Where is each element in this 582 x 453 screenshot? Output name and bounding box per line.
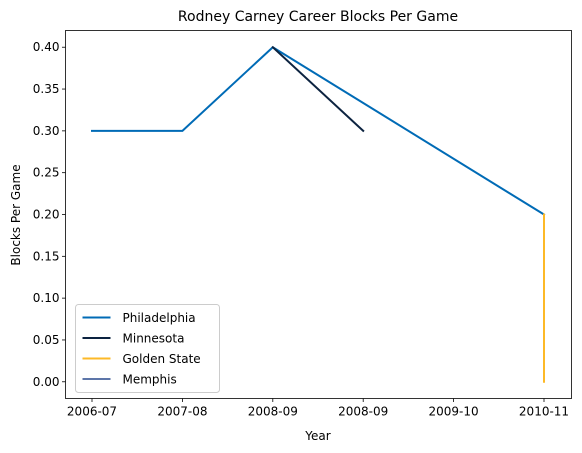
legend-label: Memphis (123, 373, 177, 387)
legend-label: Golden State (123, 352, 201, 366)
x-tick-label: 2010-11 (519, 405, 569, 419)
legend-label: Philadelphia (123, 311, 196, 325)
y-axis-title: Blocks Per Game (9, 164, 23, 265)
y-tick-label: 0.35 (33, 82, 60, 96)
y-tick-label: 0.00 (33, 375, 60, 389)
legend: Philadelphia Minnesota Golden State Memphis (75, 304, 220, 393)
y-tick-label: 0.05 (33, 333, 60, 347)
series-line-philadelphia (91, 46, 546, 216)
x-tick-label: 2007-08 (157, 405, 207, 419)
series-line-minnesota (271, 45, 365, 133)
plot-marks (91, 45, 546, 383)
legend-box (75, 304, 220, 393)
x-tick-label: 2008-09 (338, 405, 388, 419)
x-axis-title: Year (304, 429, 330, 443)
y-tick-label: 0.20 (33, 208, 60, 222)
chart-title: Rodney Carney Career Blocks Per Game (178, 9, 458, 25)
x-tick-label: 2009-10 (429, 405, 479, 419)
x-axis: 2006-07 2007-08 2008-09 2008-09 2009-10 2010-… (67, 398, 569, 419)
y-tick-label: 0.10 (33, 291, 60, 305)
legend-label: Minnesota (123, 332, 185, 346)
y-tick-label: 0.15 (33, 249, 60, 263)
y-tick-label: 0.40 (33, 40, 60, 54)
y-tick-label: 0.30 (33, 124, 60, 138)
x-tick-label: 2006-07 (67, 405, 117, 419)
y-axis: 0.00 0.05 0.10 0.15 0.20 0.25 0.30 0.35 0.40 (33, 40, 66, 389)
y-tick-label: 0.25 (33, 166, 60, 180)
x-tick-label: 2008-09 (248, 405, 298, 419)
